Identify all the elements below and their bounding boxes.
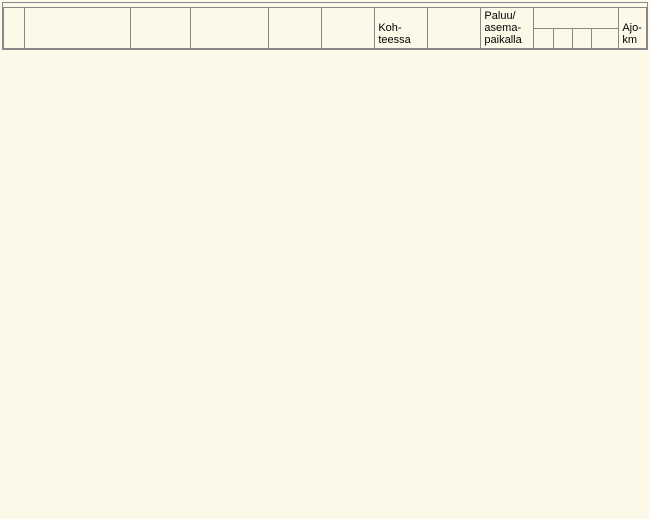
hdr-halytetty — [269, 8, 322, 49]
hdr-kohteessa: Koh-teessa — [375, 8, 428, 49]
hdr-tunnus — [131, 8, 190, 49]
hdr-viranomainen — [25, 8, 131, 49]
hdr-m — [572, 28, 591, 49]
hdr-henkilo — [534, 8, 619, 29]
hdr-a — [553, 28, 572, 49]
hdr-p — [534, 28, 553, 49]
hdr-ajokm: Ajo-km — [619, 8, 647, 49]
hdr-vapaa — [428, 8, 481, 49]
hdr-paluu: Paluu/asema-paikalla — [481, 8, 534, 49]
vehicles-panel: Koh-teessa Paluu/asema-paikalla Ajo-km — [2, 2, 648, 50]
hdr-asema — [190, 8, 269, 49]
hdr-matkalla — [322, 8, 375, 49]
vehicles-table: Koh-teessa Paluu/asema-paikalla Ajo-km — [3, 7, 647, 49]
hdr-yht — [591, 28, 619, 49]
table-header: Koh-teessa Paluu/asema-paikalla Ajo-km — [4, 8, 647, 49]
